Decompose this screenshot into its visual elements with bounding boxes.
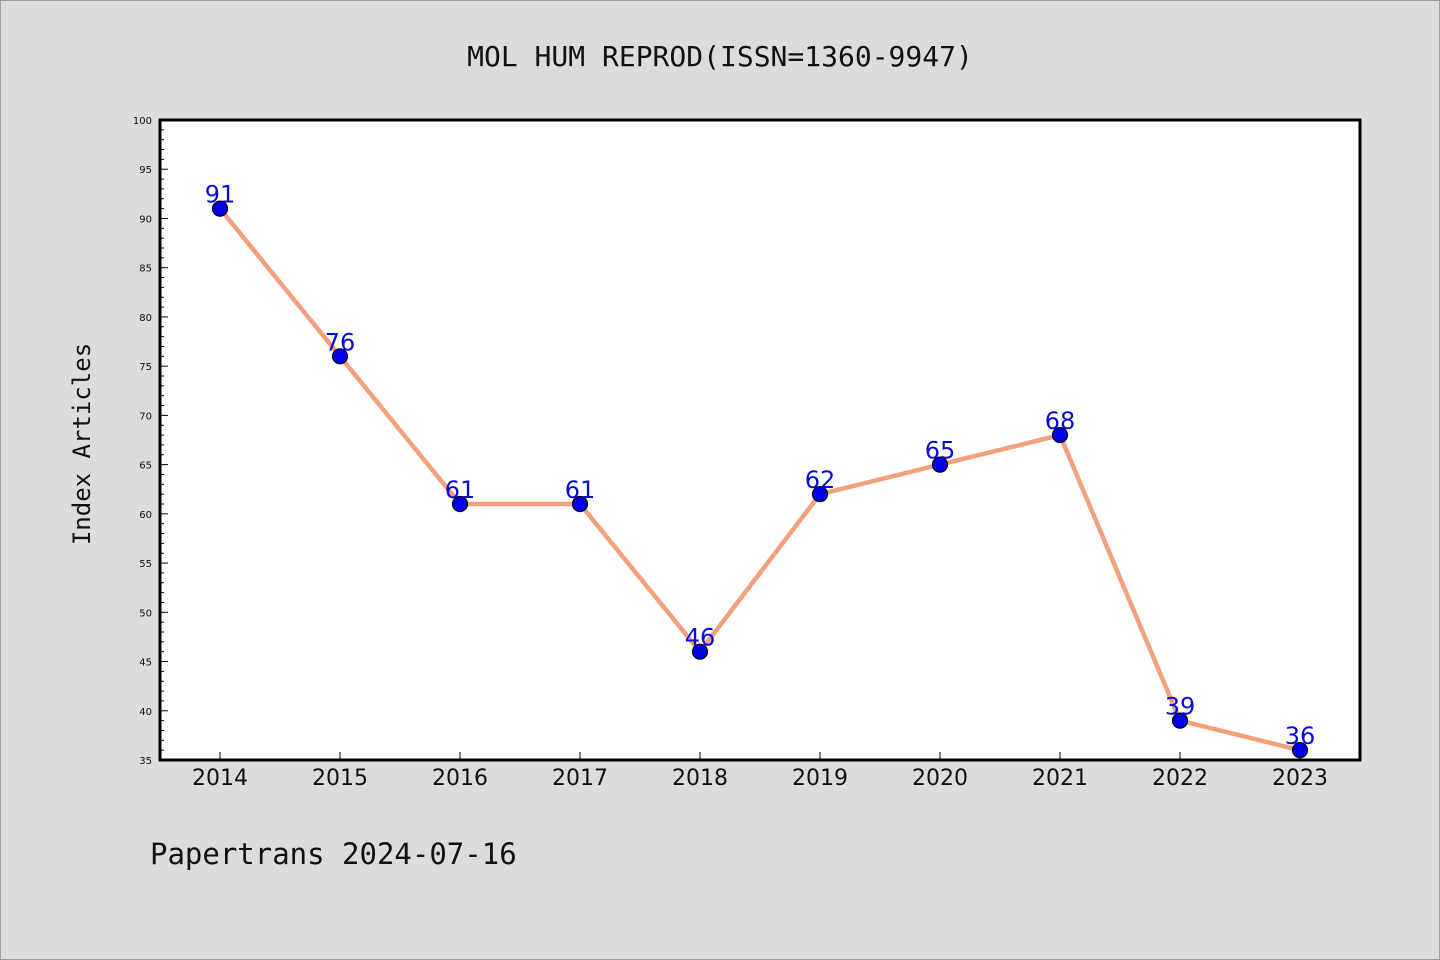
x-tick-label: 2020 [912,766,968,791]
data-label: 36 [1285,722,1316,750]
data-point [1051,426,1069,444]
data-label: 76 [325,328,356,356]
data-label: 62 [805,466,836,494]
plot-area [160,120,1360,760]
y-tick-label: 45 [139,658,152,669]
data-point [211,200,229,217]
y-tick-label: 50 [139,608,152,619]
x-tick-label: 2022 [1152,766,1208,791]
x-tick-label: 2017 [552,766,608,791]
data-label: 61 [565,476,596,504]
x-tick-label: 2014 [192,766,248,791]
y-tick-label: 80 [139,313,152,324]
tick-layer: 35 40 45 50 55 60 65 70 75 80 85 90 95 100 2014 2015 201… [133,116,1328,791]
y-tick-label: 40 [139,707,152,718]
data-label-layer: 91 76 61 61 46 62 65 68 39 36 [205,181,1316,751]
y-tick-label: 55 [139,559,152,570]
y-tick-label: 85 [139,264,152,275]
footer-credit: Papertrans 2024-07-16 [150,837,517,871]
data-point [691,643,709,660]
chart-title: MOL HUM REPROD(ISSN=1360-9947) [467,40,973,73]
x-tick-label: 2019 [792,766,848,791]
y-tick-label: 75 [139,362,152,373]
data-label: 61 [445,476,476,504]
x-tick-label: 2015 [312,766,368,791]
data-point [331,348,349,365]
y-tick-label: 60 [139,510,152,521]
data-point [1171,712,1189,729]
data-point [571,495,589,513]
x-tick-label: 2016 [432,766,488,791]
y-tick-label: 70 [139,411,152,422]
x-tick-label: 2021 [1032,766,1088,791]
plot-border [158,118,1362,762]
data-point [931,456,949,473]
data-label: 68 [1045,407,1076,435]
data-point [811,486,829,503]
y-axis-label: Index Articles [68,343,96,545]
x-tick-label: 2023 [1272,766,1328,791]
y-tick-label: 35 [139,756,152,767]
data-label: 91 [205,181,236,209]
data-label: 46 [685,624,716,652]
y-tick-label: 65 [139,461,152,472]
series-layer [217,206,1303,753]
y-tick-label: 95 [139,165,152,176]
y-tick-label: 100 [133,116,152,127]
data-point [1291,742,1309,759]
marker-layer [211,200,1309,759]
data-label: 39 [1165,693,1196,721]
data-point [451,495,469,513]
series-line [217,206,1303,753]
data-label: 65 [925,437,956,465]
x-tick-label: 2018 [672,766,728,791]
y-tick-label: 90 [139,214,152,225]
